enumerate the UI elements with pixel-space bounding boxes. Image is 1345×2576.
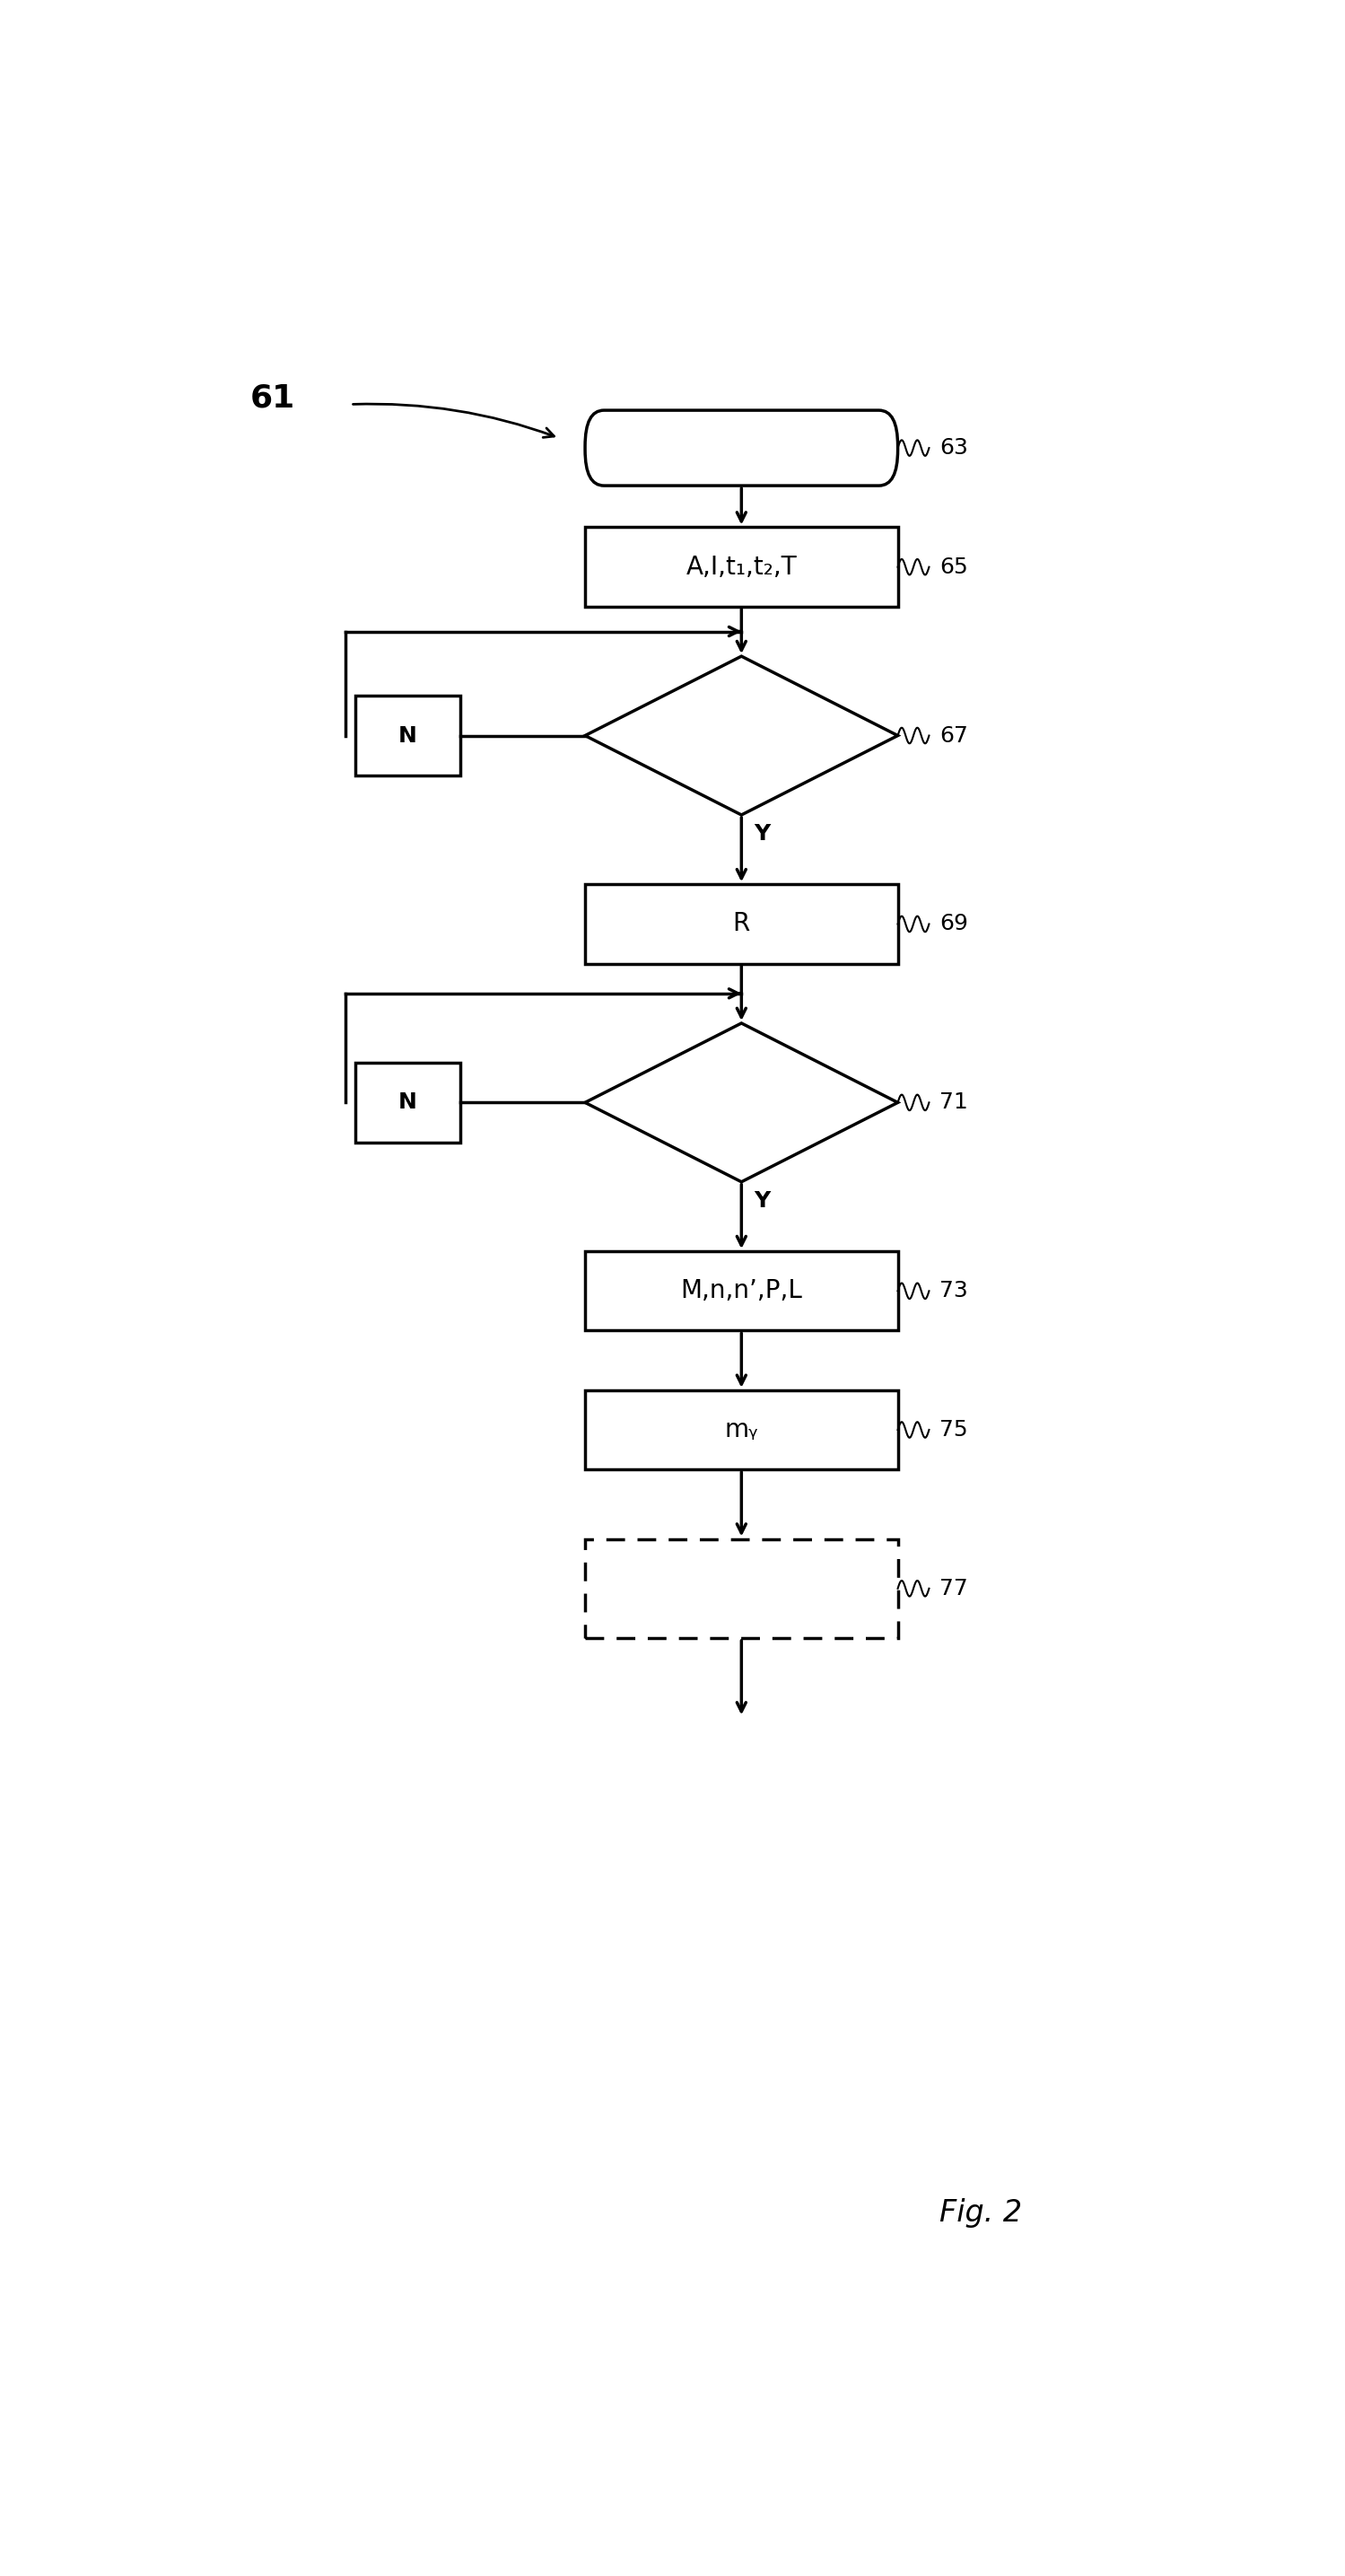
Text: 69: 69 — [940, 914, 968, 935]
Polygon shape — [585, 1023, 898, 1182]
Text: 65: 65 — [940, 556, 968, 577]
Text: Fig. 2: Fig. 2 — [940, 2197, 1022, 2228]
Text: Y: Y — [755, 1190, 771, 1211]
Bar — [585, 884, 898, 963]
Text: A,I,t₁,t₂,T: A,I,t₁,t₂,T — [686, 554, 796, 580]
Text: N: N — [398, 1092, 417, 1113]
Text: 71: 71 — [940, 1092, 968, 1113]
Polygon shape — [585, 657, 898, 814]
Text: M,n,n’,P,L: M,n,n’,P,L — [681, 1278, 803, 1303]
Bar — [355, 696, 460, 775]
Text: 73: 73 — [940, 1280, 968, 1301]
Bar — [585, 1252, 898, 1332]
Bar — [585, 1538, 898, 1638]
Text: 77: 77 — [940, 1577, 968, 1600]
Bar — [585, 528, 898, 608]
Text: mᵧ: mᵧ — [725, 1417, 759, 1443]
FancyBboxPatch shape — [585, 410, 898, 487]
Bar — [585, 1391, 898, 1468]
Text: 67: 67 — [940, 724, 968, 747]
Text: 61: 61 — [250, 384, 295, 415]
Text: Y: Y — [755, 822, 771, 845]
Text: 63: 63 — [940, 438, 968, 459]
Text: R: R — [733, 912, 751, 938]
Bar — [355, 1064, 460, 1141]
Text: 75: 75 — [940, 1419, 968, 1440]
Text: N: N — [398, 724, 417, 747]
